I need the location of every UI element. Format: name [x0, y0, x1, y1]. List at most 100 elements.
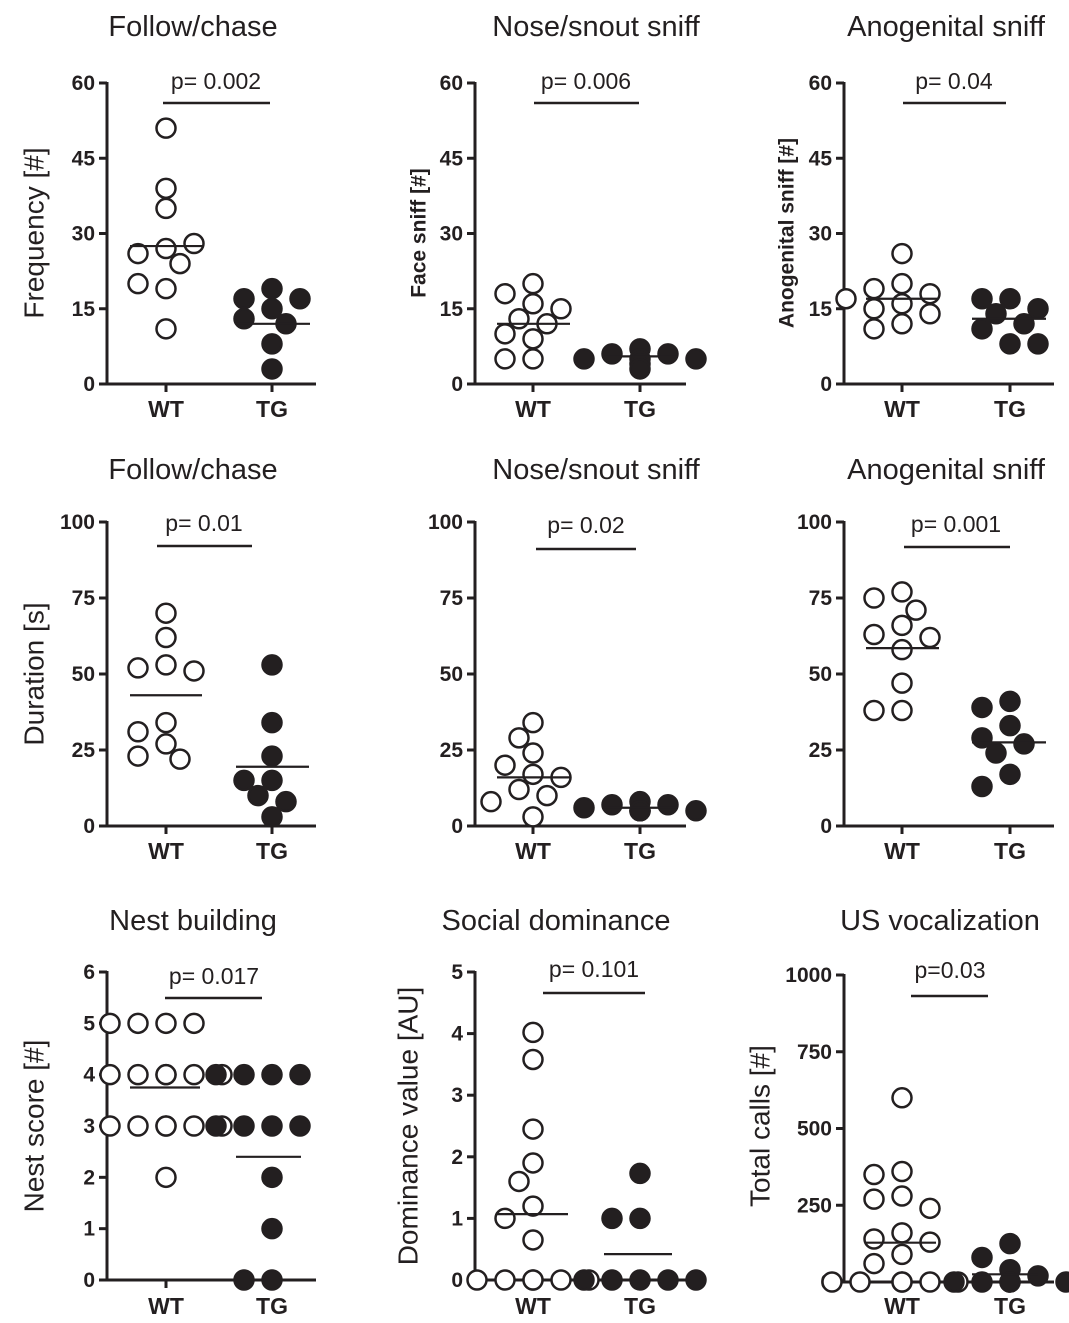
- wt-data-point: [510, 780, 529, 799]
- p-value-label: p= 0.02: [547, 512, 624, 538]
- wt-data-point: [524, 1050, 543, 1069]
- tg-data-point: [687, 1271, 706, 1290]
- tg-data-point: [987, 304, 1006, 323]
- wt-data-point: [157, 179, 176, 198]
- wt-data-point: [823, 1273, 842, 1292]
- panel-title: Social dominance: [442, 905, 671, 937]
- tg-data-point: [603, 344, 622, 363]
- wt-data-point: [865, 701, 884, 720]
- wt-data-point: [468, 1271, 487, 1290]
- x-tick-label: WT: [884, 1293, 920, 1318]
- wt-data-point: [893, 274, 912, 293]
- p-value-label: p= 0.001: [911, 511, 1001, 537]
- tg-data-point: [1015, 734, 1034, 753]
- y-tick-label: 0: [83, 373, 95, 396]
- y-tick-label: 500: [797, 1118, 832, 1141]
- wt-data-point: [496, 284, 515, 303]
- tg-data-point: [973, 777, 992, 796]
- x-tick-label: TG: [624, 838, 656, 864]
- wt-data-point: [524, 274, 543, 293]
- tg-data-point: [631, 359, 650, 378]
- x-tick-label: WT: [515, 838, 551, 864]
- wt-data-point: [157, 655, 176, 674]
- wt-data-point: [524, 294, 543, 313]
- panel-title: Follow/chase: [108, 11, 277, 43]
- wt-data-point: [185, 661, 204, 680]
- tg-data-point: [973, 319, 992, 338]
- wt-data-point: [157, 1168, 176, 1187]
- wt-data-point: [185, 1065, 204, 1084]
- tg-data-point: [263, 334, 282, 353]
- wt-data-point: [893, 1245, 912, 1264]
- tg-data-point: [631, 1271, 650, 1290]
- panel-title: Nose/snout sniff: [492, 11, 700, 43]
- wt-data-point: [496, 1271, 515, 1290]
- tg-data-point: [603, 1209, 622, 1228]
- wt-data-point: [510, 309, 529, 328]
- tg-data-point: [603, 1271, 622, 1290]
- y-tick-label: 100: [60, 511, 95, 534]
- panel-title: US vocalization: [840, 905, 1040, 937]
- wt-data-point: [129, 1065, 148, 1084]
- tg-data-point: [263, 1065, 282, 1084]
- wt-data-point: [157, 628, 176, 647]
- wt-data-point: [524, 1153, 543, 1172]
- y-tick-label: 25: [440, 739, 464, 762]
- p-value-label: p= 0.017: [169, 963, 259, 989]
- x-tick-label: WT: [884, 396, 920, 422]
- wt-data-point: [157, 1117, 176, 1136]
- y-axis-label: Dominance value [AU]: [392, 987, 423, 1266]
- y-tick-label: 30: [809, 223, 832, 246]
- y-tick-label: 75: [809, 587, 833, 610]
- panel-title: Anogenital sniff: [847, 11, 1046, 43]
- wt-data-point: [524, 744, 543, 763]
- tg-data-point: [1001, 1234, 1020, 1253]
- wt-data-point: [893, 1088, 912, 1107]
- wt-data-point: [865, 1230, 884, 1249]
- p-value-label: p= 0.002: [171, 68, 261, 94]
- tg-data-point: [291, 289, 310, 308]
- tg-data-point: [291, 1117, 310, 1136]
- tg-data-point: [631, 1164, 650, 1183]
- x-tick-label: WT: [148, 838, 184, 864]
- p-value-label: p= 0.101: [549, 956, 639, 982]
- tg-data-point: [945, 1273, 964, 1292]
- wt-data-point: [893, 616, 912, 635]
- tg-data-point: [1001, 289, 1020, 308]
- y-tick-label: 1: [451, 1207, 463, 1230]
- wt-data-point: [524, 807, 543, 826]
- tg-data-point: [235, 309, 254, 328]
- tg-data-point: [263, 279, 282, 298]
- tg-data-point: [1015, 314, 1034, 333]
- y-tick-label: 45: [440, 147, 464, 170]
- y-tick-label: 15: [809, 298, 833, 321]
- y-tick-label: 100: [797, 511, 832, 534]
- x-tick-label: WT: [515, 396, 551, 422]
- x-tick-label: WT: [148, 1293, 184, 1318]
- wt-data-point: [921, 628, 940, 647]
- tg-data-point: [575, 1271, 594, 1290]
- y-axis-label: Face sniff [#]: [408, 168, 431, 298]
- wt-data-point: [865, 589, 884, 608]
- tg-data-point: [973, 289, 992, 308]
- y-tick-label: 0: [820, 373, 832, 396]
- y-tick-label: 5: [83, 1012, 95, 1035]
- tg-data-point: [263, 713, 282, 732]
- panel-title: Nose/snout sniff: [492, 454, 700, 486]
- tg-data-point: [263, 655, 282, 674]
- wt-data-point: [524, 1271, 543, 1290]
- y-tick-label: 25: [809, 739, 833, 762]
- y-tick-label: 75: [72, 587, 96, 610]
- wt-data-point: [524, 765, 543, 784]
- y-tick-label: 60: [809, 72, 832, 95]
- tg-data-point: [687, 801, 706, 820]
- wt-data-point: [865, 319, 884, 338]
- wt-data-point: [171, 750, 190, 769]
- wt-data-point: [921, 1273, 940, 1292]
- x-tick-label: TG: [256, 838, 288, 864]
- wt-data-point: [865, 1190, 884, 1209]
